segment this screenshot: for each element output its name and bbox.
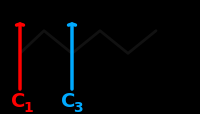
Text: C: C bbox=[11, 91, 25, 110]
Text: 1: 1 bbox=[23, 101, 33, 114]
Text: 3: 3 bbox=[73, 101, 83, 114]
Text: C: C bbox=[61, 91, 75, 110]
